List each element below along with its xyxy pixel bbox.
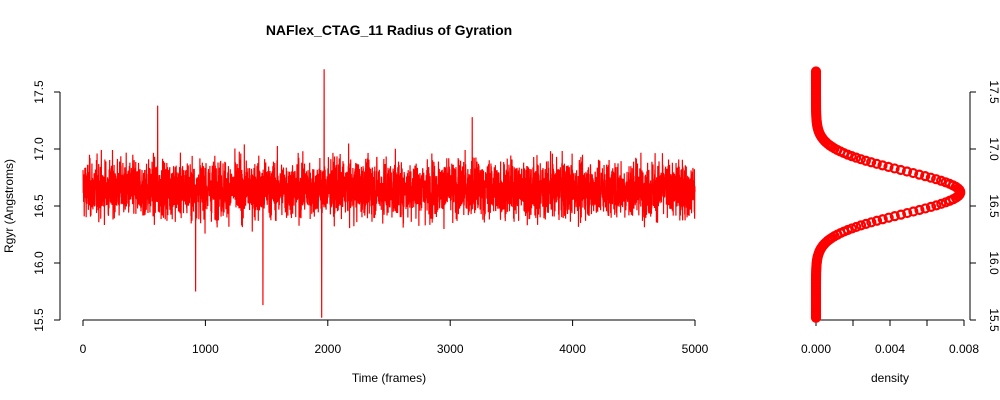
density-y-tick-label: 17.0 xyxy=(987,137,1000,161)
density-y-tick-label: 17.5 xyxy=(987,80,1000,104)
y-tick-label: 15.5 xyxy=(32,308,46,332)
density-x-axis-ticks: 0.000 0.004 0.008 xyxy=(801,320,979,356)
density-point xyxy=(866,217,877,228)
x-axis-ticks: 0 1000 2000 3000 4000 5000 xyxy=(80,320,709,356)
density-point xyxy=(889,211,900,222)
density-point xyxy=(889,163,900,174)
y-axis-ticks: 15.5 16.0 16.5 17.0 17.5 xyxy=(32,80,60,332)
density-point xyxy=(936,198,947,209)
x-tick-label: 5000 xyxy=(682,342,709,356)
rgyr-trace xyxy=(82,69,696,318)
density-point xyxy=(908,167,919,179)
x-tick-label: 3000 xyxy=(437,342,464,356)
density-y-tick-label: 15.5 xyxy=(987,308,1000,332)
density-point xyxy=(931,174,942,185)
density-point xyxy=(920,203,931,214)
density-point xyxy=(877,214,888,225)
density-point xyxy=(895,209,907,220)
density-point xyxy=(940,177,951,188)
density-x-tick-label: 0.008 xyxy=(949,342,979,356)
chart-title: NAFlex_CTAG_11 Radius of Gyration xyxy=(266,22,512,38)
density-point xyxy=(855,154,866,165)
y-tick-label: 16.0 xyxy=(32,251,46,275)
density-point xyxy=(925,201,937,213)
series-rgyr xyxy=(82,69,696,318)
density-point xyxy=(895,164,906,176)
density-point xyxy=(851,221,862,233)
density-point xyxy=(883,161,894,172)
density-point xyxy=(860,155,871,166)
x-tick-label: 2000 xyxy=(314,342,341,356)
density-point xyxy=(810,66,822,77)
density-point xyxy=(914,169,925,180)
density-point xyxy=(860,218,872,229)
density-y-axis-ticks: 15.5 16.0 16.5 17.0 17.5 xyxy=(970,80,1000,332)
x-tick-label: 4000 xyxy=(559,342,586,356)
density-x-axis-title: density xyxy=(871,371,909,385)
density-point xyxy=(920,171,931,182)
density-point xyxy=(908,206,919,217)
y-tick-label: 17.5 xyxy=(32,80,46,104)
x-tick-label: 1000 xyxy=(192,342,219,356)
density-point xyxy=(883,212,894,223)
series-density xyxy=(810,66,966,323)
density-point xyxy=(871,215,883,226)
density-point xyxy=(914,204,925,216)
y-tick-label: 17.0 xyxy=(32,137,46,161)
density-y-tick-label: 16.5 xyxy=(987,194,1000,218)
density-point xyxy=(936,175,947,186)
density-point xyxy=(877,160,888,171)
density-y-tick-label: 16.0 xyxy=(987,251,1000,275)
density-point xyxy=(925,172,936,183)
density-x-tick-label: 0.000 xyxy=(801,342,831,356)
density-point xyxy=(902,207,913,219)
density-x-tick-label: 0.004 xyxy=(875,342,905,356)
density-point xyxy=(931,200,942,211)
y-axis-title: Rgyr (Angstroms) xyxy=(2,159,16,253)
density-point xyxy=(866,157,877,168)
density-point xyxy=(901,166,913,177)
density-point xyxy=(871,158,882,169)
x-axis-title: Time (frames) xyxy=(352,371,426,385)
y-tick-label: 16.5 xyxy=(32,194,46,218)
x-tick-label: 0 xyxy=(80,342,87,356)
density-point xyxy=(855,220,867,231)
